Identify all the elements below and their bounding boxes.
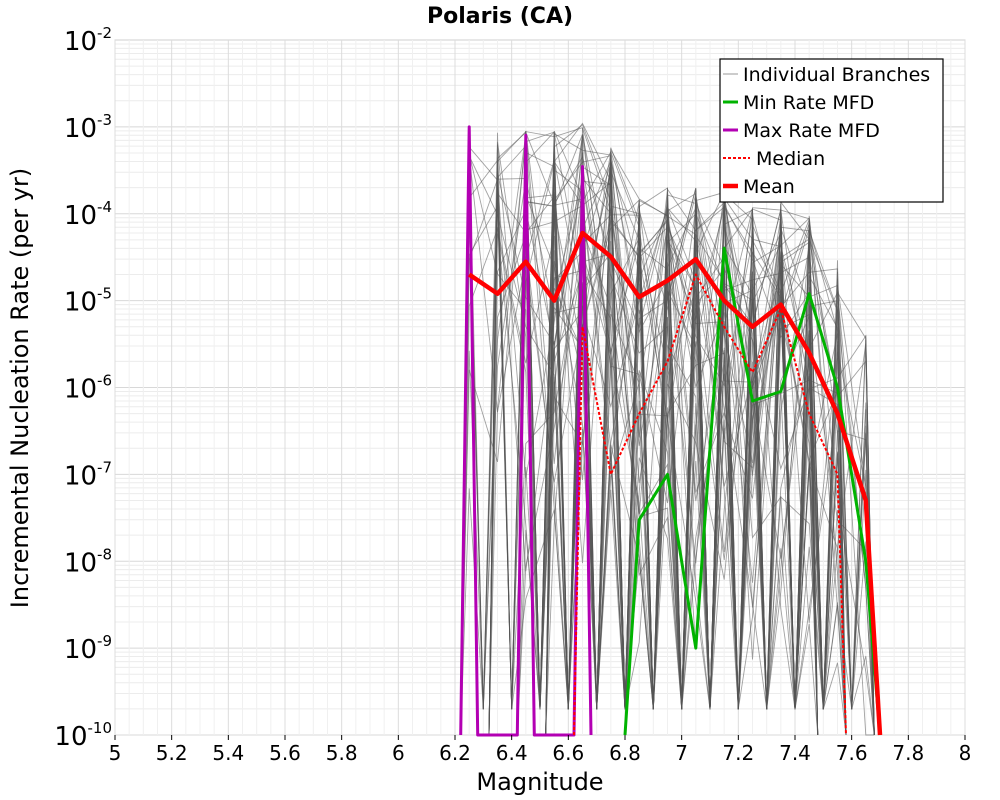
x-tick-label: 5 — [109, 741, 122, 765]
branch-line — [545, 160, 819, 736]
legend-min-rate-mfd-label: Min Rate MFD — [743, 92, 874, 114]
legend-mean-label: Mean — [743, 176, 795, 198]
branch-line — [488, 177, 875, 736]
branch-line — [460, 131, 847, 736]
median-line — [573, 273, 847, 736]
y-tick-label: 10-8 — [64, 545, 112, 578]
y-tick-label: 10-7 — [64, 458, 112, 491]
branch-line — [516, 195, 847, 736]
grid — [114, 40, 966, 736]
legend-individual-branches-label: Individual Branches — [743, 64, 930, 86]
y-tick-label: 10-3 — [64, 111, 112, 144]
legend-max-rate-mfd-label: Max Rate MFD — [743, 120, 880, 142]
x-axis-label: Magnitude — [476, 768, 603, 796]
y-tick-label: 10-5 — [64, 285, 112, 318]
chart-title: Polaris (CA) — [427, 4, 573, 29]
x-tick-label: 8 — [959, 741, 972, 765]
x-tick-label: 7.6 — [836, 741, 868, 765]
x-axis-ticks: 5 5.2 5.4 5.6 5.8 6 6.2 6.4 6.6 6.8 7 7.2 7.4 7.6 7.8 8 — [109, 735, 972, 765]
legend-box — [719, 58, 944, 203]
y-axis-label: Incremental Nucleation Rate (per yr) — [6, 168, 34, 608]
branch-line — [460, 204, 819, 736]
legend: Individual Branches Min Rate MFD Max Rate … — [719, 58, 944, 203]
max-rate-mfd-line — [459, 125, 593, 737]
x-tick-label: 5.2 — [156, 741, 188, 765]
mean-line — [467, 230, 883, 736]
x-tick-label: 6.2 — [439, 741, 471, 765]
y-tick-label: 10-4 — [64, 198, 112, 231]
x-tick-label: 6.6 — [552, 741, 584, 765]
legend-median-label: Median — [756, 148, 825, 170]
series-lines — [459, 125, 883, 737]
x-tick-label: 6.4 — [496, 741, 528, 765]
branch-line — [516, 198, 847, 736]
x-tick-label: 7.8 — [892, 741, 924, 765]
x-tick-label: 5.8 — [326, 741, 358, 765]
x-tick-label: 7 — [675, 741, 688, 765]
y-axis-ticks: 10-2 10-3 10-4 10-5 10-6 10-7 10-8 10-9 10-10 — [54, 24, 112, 752]
x-tick-label: 7.4 — [779, 741, 811, 765]
branch-line — [516, 185, 875, 736]
x-tick-label: 5.4 — [212, 741, 244, 765]
x-tick-label: 7.2 — [722, 741, 754, 765]
x-tick-label: 6.8 — [609, 741, 641, 765]
y-tick-label: 10-2 — [64, 24, 112, 57]
x-tick-label: 6 — [392, 741, 405, 765]
y-tick-label: 10-6 — [64, 372, 112, 405]
y-tick-label: 10-9 — [64, 632, 112, 665]
y-tick-label: 10-10 — [54, 719, 112, 752]
x-tick-label: 5.6 — [269, 741, 301, 765]
